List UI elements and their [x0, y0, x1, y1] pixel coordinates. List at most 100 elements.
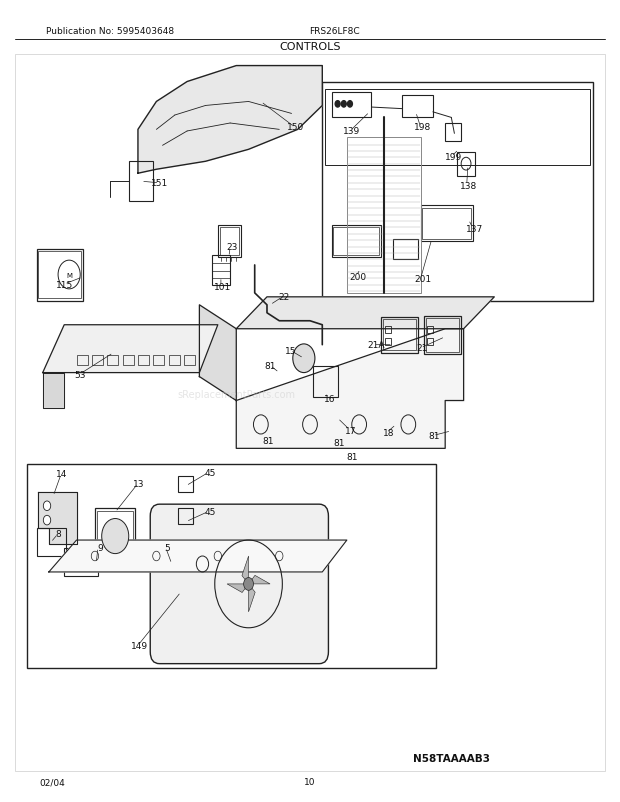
- Circle shape: [102, 519, 129, 554]
- Bar: [334, 229, 379, 255]
- Text: 45: 45: [205, 468, 216, 477]
- Text: 16: 16: [324, 394, 335, 403]
- Bar: [95, 508, 135, 565]
- Polygon shape: [49, 541, 347, 573]
- Text: 02/04: 02/04: [39, 777, 65, 786]
- Bar: [383, 320, 415, 350]
- Bar: [92, 355, 103, 365]
- Polygon shape: [249, 584, 255, 612]
- Text: FRS26LF8C: FRS26LF8C: [309, 27, 360, 36]
- Bar: [37, 529, 66, 557]
- Text: 149: 149: [131, 641, 148, 650]
- Bar: [129, 162, 153, 202]
- Text: Publication No: 5995403648: Publication No: 5995403648: [46, 27, 174, 36]
- Text: 21A: 21A: [368, 341, 385, 350]
- Bar: [347, 138, 420, 294]
- Text: 81: 81: [264, 362, 276, 371]
- Bar: [326, 91, 590, 166]
- Text: 200: 200: [349, 272, 366, 282]
- Bar: [64, 549, 98, 576]
- Bar: [153, 355, 164, 365]
- Bar: [427, 327, 433, 334]
- Bar: [332, 226, 381, 257]
- Bar: [427, 339, 433, 345]
- Text: 15: 15: [285, 346, 296, 355]
- Bar: [218, 226, 241, 257]
- Text: N58TAAAAB3: N58TAAAAB3: [413, 753, 490, 763]
- Bar: [38, 252, 81, 299]
- Text: 151: 151: [151, 179, 168, 188]
- Text: 81: 81: [428, 431, 440, 440]
- Polygon shape: [227, 584, 249, 593]
- Bar: [123, 355, 134, 365]
- Polygon shape: [236, 298, 494, 330]
- Text: 53: 53: [74, 371, 86, 379]
- Text: 10: 10: [304, 777, 316, 786]
- Text: 201: 201: [414, 274, 431, 284]
- Bar: [169, 355, 180, 365]
- Bar: [322, 83, 593, 302]
- Text: 13: 13: [133, 480, 145, 488]
- Text: 23: 23: [226, 243, 237, 252]
- Polygon shape: [249, 576, 270, 584]
- Bar: [107, 355, 118, 365]
- Text: sReplacementParts.com: sReplacementParts.com: [177, 390, 295, 399]
- Polygon shape: [43, 326, 218, 373]
- Text: 150: 150: [287, 124, 304, 132]
- Text: 137: 137: [466, 225, 484, 233]
- Bar: [422, 209, 471, 239]
- Bar: [27, 464, 436, 668]
- Bar: [211, 255, 230, 286]
- FancyBboxPatch shape: [150, 504, 329, 664]
- Text: CONTROLS: CONTROLS: [279, 43, 341, 52]
- Circle shape: [244, 577, 254, 590]
- Bar: [425, 319, 459, 352]
- Bar: [97, 511, 133, 562]
- Text: 81: 81: [262, 436, 274, 445]
- Bar: [393, 239, 417, 259]
- Bar: [445, 124, 461, 141]
- Circle shape: [342, 102, 346, 108]
- Text: 22: 22: [278, 293, 290, 302]
- Text: 139: 139: [343, 128, 360, 136]
- Bar: [184, 355, 195, 365]
- Circle shape: [347, 102, 352, 108]
- Bar: [385, 327, 391, 334]
- Bar: [219, 229, 239, 255]
- Polygon shape: [200, 306, 236, 401]
- Polygon shape: [242, 557, 249, 584]
- Text: 18: 18: [383, 428, 394, 437]
- Text: 198: 198: [414, 124, 431, 132]
- Text: 101: 101: [214, 282, 231, 292]
- Text: 17: 17: [345, 426, 357, 435]
- Text: 8: 8: [55, 529, 61, 538]
- Circle shape: [43, 516, 51, 525]
- Polygon shape: [38, 492, 76, 545]
- Bar: [76, 355, 87, 365]
- Bar: [37, 249, 82, 302]
- Bar: [402, 96, 433, 118]
- Circle shape: [43, 501, 51, 511]
- Text: 5: 5: [164, 543, 171, 552]
- Text: 81: 81: [334, 439, 345, 448]
- Bar: [381, 318, 417, 353]
- Text: 81: 81: [346, 452, 358, 461]
- Text: 14: 14: [55, 470, 67, 479]
- Polygon shape: [138, 67, 322, 174]
- Circle shape: [335, 102, 340, 108]
- Bar: [385, 339, 391, 345]
- Bar: [458, 152, 475, 176]
- Bar: [332, 93, 371, 118]
- Polygon shape: [236, 330, 464, 449]
- Bar: [178, 508, 193, 525]
- Circle shape: [293, 344, 315, 373]
- Text: 199: 199: [445, 153, 462, 162]
- Text: M: M: [66, 272, 72, 278]
- Bar: [178, 476, 193, 492]
- Bar: [420, 206, 473, 241]
- Text: 45: 45: [205, 507, 216, 516]
- Bar: [138, 355, 149, 365]
- Text: 21: 21: [417, 344, 428, 353]
- Polygon shape: [43, 373, 64, 409]
- Bar: [423, 317, 461, 354]
